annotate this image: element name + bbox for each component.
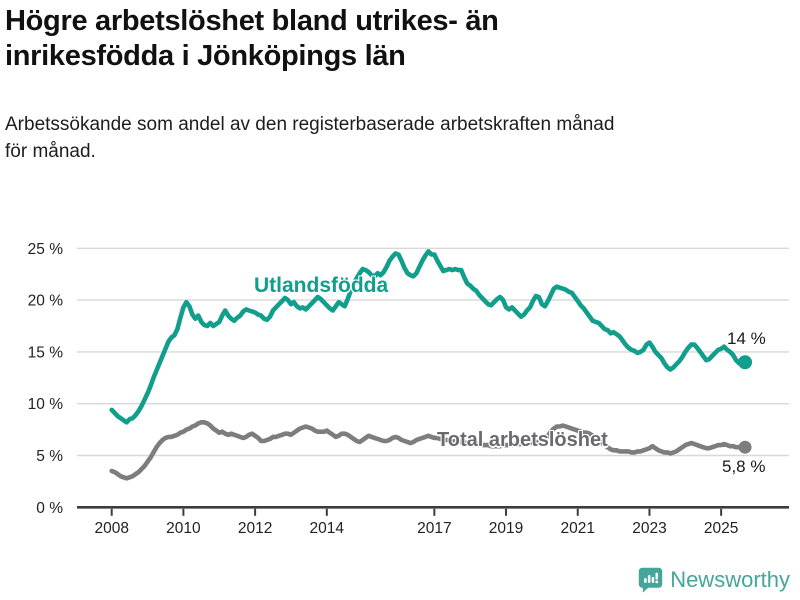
chart-subtitle: Arbetssökande som andel av den registerb… xyxy=(5,112,775,165)
y-tick-label: 5 % xyxy=(36,448,63,465)
subtitle-line-1: Arbetssökande som andel av den registerb… xyxy=(5,114,615,135)
newsworthy-logo-icon xyxy=(638,567,663,593)
end-value-label-total-arbetsloshet: 5,8 % xyxy=(722,457,766,476)
series-end-dot-utlandsfodda xyxy=(738,355,753,370)
y-tick-label: 15 % xyxy=(28,344,64,361)
newsworthy-attribution: Newsworthy xyxy=(638,567,790,593)
y-tick-label: 0 % xyxy=(36,500,63,517)
subtitle-line-2: för månad. xyxy=(5,140,96,162)
series-line-total-arbetsloshet xyxy=(109,419,748,481)
x-tick-label: 2012 xyxy=(238,520,272,537)
x-tick-label: 2023 xyxy=(632,520,666,537)
title-line-1: Högre arbetslöshet bland utrikes- än xyxy=(5,5,499,37)
x-tick-label: 2025 xyxy=(704,520,738,537)
y-tick-label: 10 % xyxy=(28,396,64,413)
series-line-utlandsfodda xyxy=(109,249,748,425)
x-tick-label: 2008 xyxy=(94,520,128,537)
title-line-2: inrikesfödda i Jönköpings län xyxy=(5,40,406,73)
page-title: Högre arbetslöshet bland utrikes- än inr… xyxy=(5,4,725,75)
x-tick-label: 2010 xyxy=(166,520,201,537)
end-value-label-utlandsfodda: 14 % xyxy=(727,329,766,348)
brand-name: Newsworthy xyxy=(670,567,790,592)
x-tick-label: 2021 xyxy=(561,520,595,537)
x-tick-label: 2014 xyxy=(310,520,345,537)
series-label-utlandsfodda: Utlandsfödda xyxy=(254,274,389,297)
x-tick-label: 2017 xyxy=(417,520,451,537)
x-tick-label: 2019 xyxy=(489,520,523,537)
series-end-dot-total-arbetsloshet xyxy=(738,440,752,454)
series-label-total-arbetsloshet: Total arbetslöshet xyxy=(437,429,608,451)
y-tick-label: 25 % xyxy=(28,241,64,258)
y-tick-label: 20 % xyxy=(28,293,64,310)
